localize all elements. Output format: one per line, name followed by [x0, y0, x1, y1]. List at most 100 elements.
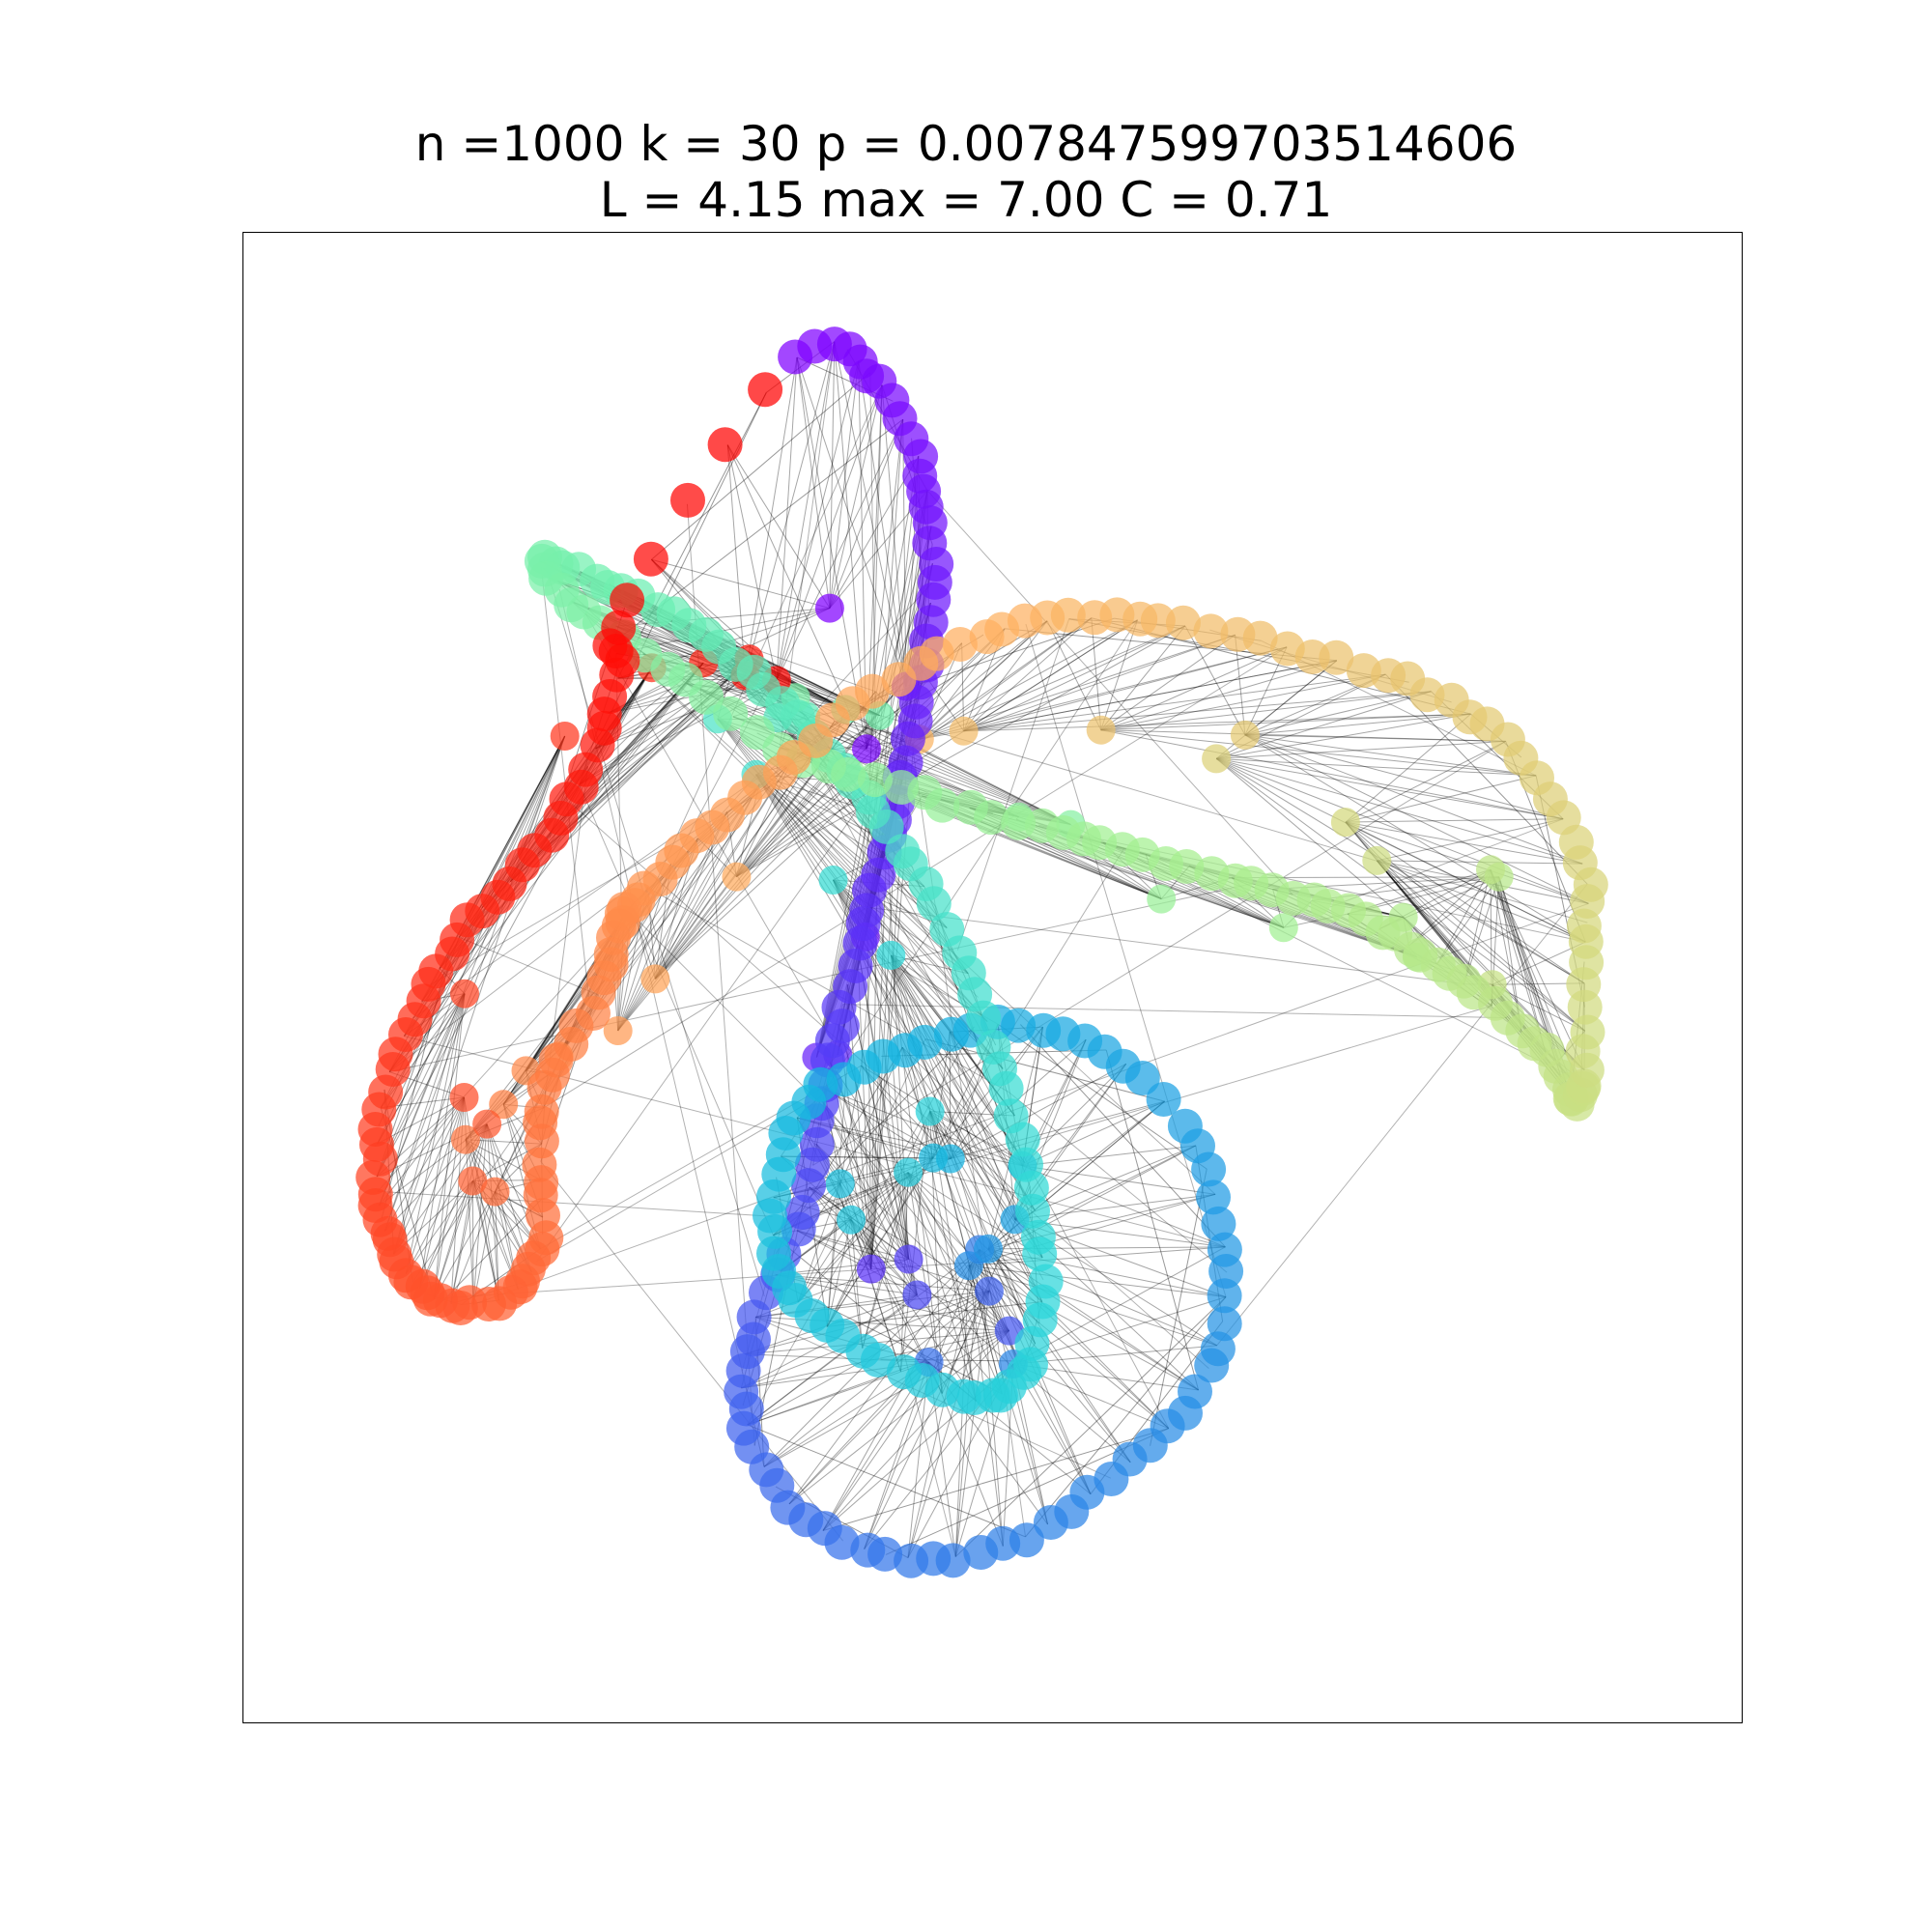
graph-edge — [926, 490, 1293, 895]
graph-node — [550, 722, 580, 751]
graph-edge — [833, 879, 948, 929]
graph-edge — [471, 1180, 474, 1305]
graph-edge — [782, 703, 1170, 1429]
graph-edge — [376, 735, 566, 1178]
graph-edge — [1216, 757, 1537, 777]
graph-edge — [1100, 729, 1564, 820]
graph-edge — [1012, 1296, 1227, 1365]
graph-edge — [822, 1428, 1169, 1531]
graph-edge — [1345, 821, 1589, 904]
graph-edge — [1244, 734, 1583, 865]
graph-edge — [881, 384, 907, 687]
graph-edge — [864, 1249, 980, 1549]
graph-node — [1009, 1522, 1044, 1558]
graph-edge — [717, 718, 948, 928]
graph-edge — [919, 617, 1093, 740]
graph-edge — [775, 1274, 1009, 1332]
graph-edge — [1377, 860, 1586, 943]
graph-edge — [924, 1038, 1165, 1102]
graph-node — [640, 964, 670, 994]
graph-node — [449, 1083, 479, 1112]
graph-edge — [1091, 617, 1102, 730]
graph-edge — [647, 887, 1009, 1094]
graph-edge — [963, 625, 1186, 732]
graph-edge — [826, 848, 1125, 1327]
graph-edge — [1025, 1296, 1227, 1538]
graph-edge — [824, 1088, 934, 1159]
graph-edge — [1215, 757, 1585, 1032]
graph-edge — [1100, 646, 1288, 731]
graph-node — [1230, 720, 1260, 750]
graph-edge — [658, 384, 883, 877]
graph-edge — [968, 1264, 1227, 1298]
graph-edge — [850, 1219, 864, 1349]
graph-node — [881, 662, 917, 697]
graph-edge — [826, 1172, 909, 1327]
graph-node — [480, 1177, 510, 1207]
graph-edge — [1345, 740, 1506, 823]
graph-edge — [571, 601, 1216, 1195]
graph-edge — [865, 384, 883, 937]
graph-node — [831, 756, 867, 792]
graph-edge — [796, 356, 867, 750]
graph-edge — [755, 1294, 918, 1318]
graph-node — [633, 541, 668, 577]
graph-edge — [968, 1246, 1226, 1266]
graph-edge — [726, 444, 831, 609]
graph-edge — [465, 1139, 499, 1301]
graph-node — [601, 610, 637, 645]
graph-edge — [829, 384, 883, 609]
graph-edge — [788, 1249, 980, 1505]
graph-edge — [1244, 734, 1564, 820]
graph-edge — [858, 360, 907, 687]
graph-node — [818, 866, 848, 895]
graph-edge — [418, 1123, 488, 1290]
graph-node — [924, 787, 960, 823]
graph-node — [975, 1276, 1004, 1306]
graph-node — [953, 1251, 983, 1281]
graph-node — [610, 582, 645, 618]
graph-node — [852, 734, 881, 764]
graph-edge — [536, 1101, 810, 1263]
graph-edge — [907, 1172, 1003, 1395]
graph-node — [974, 1234, 1003, 1264]
graph-edge — [968, 1264, 1199, 1391]
graph-node — [933, 1016, 969, 1052]
graph-node — [1167, 1108, 1203, 1144]
graph-edge — [822, 1291, 990, 1531]
graph-edge — [788, 1291, 990, 1505]
graph-node — [993, 1098, 1029, 1134]
graph-edge — [1025, 623, 1227, 1297]
graph-edge — [987, 1248, 1199, 1391]
graph-node — [856, 1254, 886, 1284]
graph-edge — [1377, 860, 1585, 984]
graph-edge — [1244, 734, 1589, 904]
graph-node — [450, 979, 479, 1009]
graph-edge — [797, 1172, 909, 1303]
graph-edge — [890, 954, 977, 1402]
graph-edge — [979, 1249, 1131, 1463]
graph-edge — [968, 1145, 1197, 1266]
graph-edge — [1014, 1218, 1226, 1248]
graph-node — [1207, 1306, 1242, 1342]
graph-edge — [1100, 691, 1432, 731]
graph-edge — [1345, 713, 1471, 823]
graph-edge — [736, 620, 1048, 878]
graph-edge — [796, 1230, 990, 1293]
graph-node — [1077, 600, 1113, 636]
graph-edge — [963, 634, 1236, 732]
graph-edge — [929, 1111, 1043, 1302]
graph-edge — [1216, 740, 1506, 759]
graph-edge — [1377, 818, 1564, 862]
graph-edge — [954, 1291, 990, 1557]
graph-edge — [890, 954, 1043, 1302]
graph-edge — [617, 811, 728, 1032]
graph-edge — [979, 1249, 1170, 1430]
graph-edge — [846, 984, 918, 1295]
graph-edge — [956, 618, 1070, 951]
graph-node — [1570, 1014, 1605, 1050]
graph-edge — [745, 1291, 990, 1355]
graph-edge — [1100, 673, 1386, 731]
graph-node — [919, 1143, 949, 1173]
graph-node — [867, 1536, 903, 1572]
